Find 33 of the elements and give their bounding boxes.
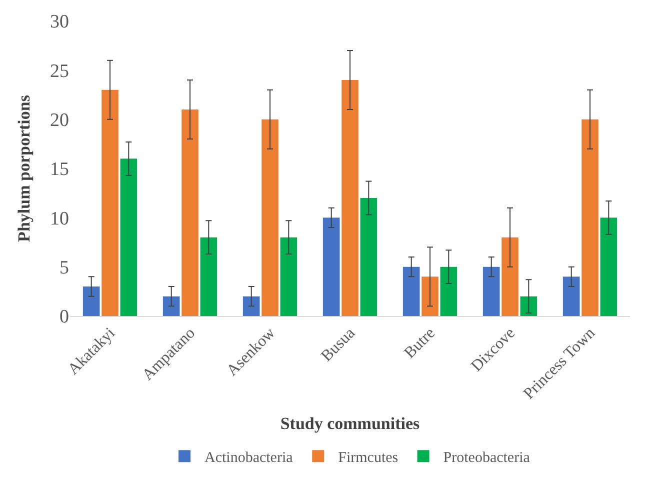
y-tick-label: 0 — [60, 306, 69, 328]
bar — [402, 266, 420, 316]
bar — [422, 276, 438, 316]
bar — [82, 286, 100, 316]
bar — [520, 296, 538, 316]
bar — [342, 80, 358, 316]
bar — [562, 276, 580, 316]
legend-label: Proteobacteria — [443, 450, 530, 466]
bar — [102, 90, 118, 316]
bar — [482, 266, 500, 316]
bar — [262, 119, 278, 316]
legend-label: Firmcutes — [338, 450, 398, 466]
bar — [280, 237, 298, 316]
bar — [600, 218, 618, 316]
bar — [242, 296, 260, 316]
x-axis-title: Study communities — [280, 414, 420, 434]
y-axis-title: Phylum porportions — [14, 94, 34, 242]
y-tick-label: 20 — [50, 110, 69, 131]
bar — [162, 296, 180, 316]
bar — [322, 218, 340, 316]
y-tick-label: 10 — [50, 208, 69, 230]
legend-label: Actinobacteria — [204, 450, 294, 466]
y-tick-label: 5 — [60, 257, 69, 278]
bar — [360, 198, 378, 316]
bar — [120, 158, 138, 316]
bar — [582, 119, 598, 316]
y-tick-label: 30 — [50, 12, 69, 33]
bar — [200, 237, 218, 316]
y-tick-label: 15 — [50, 159, 69, 180]
bar — [440, 266, 458, 316]
bar — [502, 237, 518, 316]
bar — [182, 110, 198, 316]
y-tick-label: 25 — [50, 60, 69, 82]
